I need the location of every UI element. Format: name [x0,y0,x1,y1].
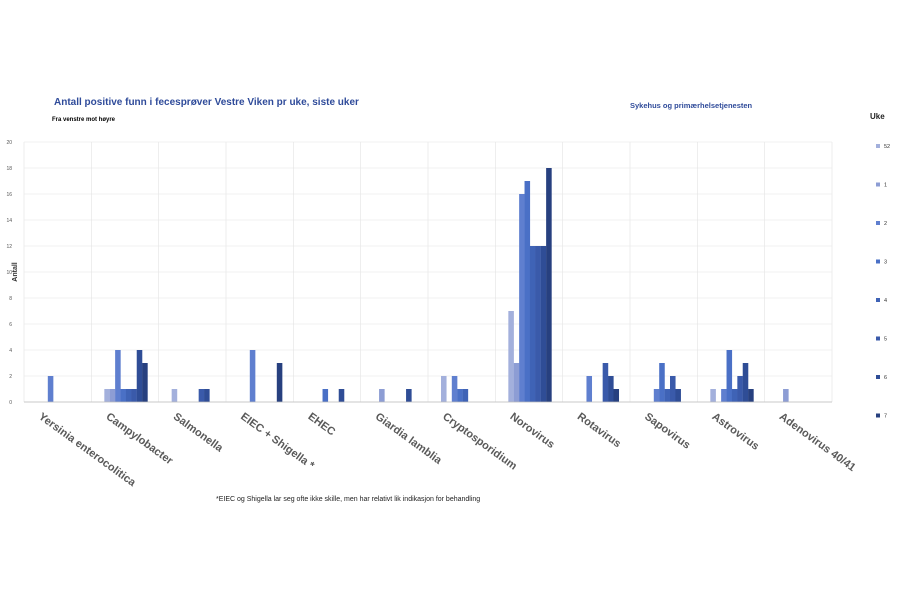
category-label: Campylobacter [104,411,176,468]
bar [519,194,525,402]
legend-swatch [876,144,880,148]
bar [653,389,660,402]
bar [664,389,671,402]
bar [120,389,127,402]
bar [731,389,738,402]
y-tick-label: 6 [9,322,12,328]
bar [721,389,727,402]
bar [546,168,552,402]
bar [675,389,681,402]
bar [204,389,210,402]
bar [379,389,385,402]
legend-label: 2 [884,221,887,227]
bar [608,376,614,402]
y-tick-label: 16 [6,192,12,198]
bar [115,350,121,402]
legend-swatch [876,336,880,341]
bar [142,363,148,402]
category-label: Rotavirus [575,411,623,451]
bar [742,363,749,402]
bar [529,246,536,402]
bar [602,363,609,402]
y-tick-label: 2 [9,374,12,380]
bar [125,389,132,402]
grid-lines [23,141,833,403]
category-label: Adenovirus 40/41 [777,411,858,474]
bar [670,376,676,402]
y-tick-label: 12 [6,244,12,250]
y-tick-label: 18 [6,166,12,172]
bar [104,389,110,402]
bar [171,389,178,402]
category-label: Sapovirus [642,411,692,452]
category-label: Giardia lamblia [373,411,445,468]
bar [198,389,205,402]
category-label: Salmonella [171,411,226,455]
bar [109,389,116,402]
bar [249,350,256,402]
bar [535,246,541,402]
bar [322,389,329,402]
bar [441,376,447,402]
bar [540,246,547,402]
bar [586,376,593,402]
legend-swatch [876,182,880,187]
legend-swatch [876,413,880,418]
bars [47,168,789,402]
legend-label: 6 [884,375,887,381]
bar [451,376,458,402]
y-tick-label: 14 [6,218,12,224]
bar [136,350,143,402]
y-tick-label: 4 [9,348,12,354]
legend-label: 5 [884,337,887,343]
chart-title: Antall positive funn i fecesprøver Vestr… [54,97,359,108]
bar [462,389,469,402]
bar [783,389,789,402]
bar [659,363,665,402]
legend-swatch [876,221,880,225]
legend-swatch [876,375,880,379]
bar [338,389,345,402]
bar [726,350,733,402]
category-label: EHEC [306,411,338,439]
y-tick-label: 10 [6,270,12,276]
legend-label: 4 [884,298,887,304]
bar [131,389,137,402]
y-tick-label: 8 [9,296,12,302]
bar [508,311,514,402]
legend-swatch [876,298,880,302]
legend-swatch [876,259,880,264]
bar [406,389,412,402]
bar [524,181,531,402]
bar [457,389,463,402]
bar [613,389,620,402]
bar [47,376,54,402]
category-label: Astrovirus [710,411,762,453]
legend: 52 1 2 3 4 5 6 7 [876,144,890,420]
y-tick-label: 20 [6,140,12,146]
category-label: Norovirus [508,411,557,451]
bar [748,389,754,402]
bar [513,363,520,402]
legend-label: 1 [884,183,887,189]
legend-title: Uke [870,112,885,121]
chart-footnote: *EIEC og Shigella lar seg ofte ikke skil… [216,496,481,503]
legend-label: 3 [884,260,887,266]
y-axis-label: Antall [12,262,19,282]
y-tick-label: 0 [9,400,12,406]
bar [276,363,283,402]
chart-subtitle: Fra venstre mot høyre [52,117,116,123]
chart-right-title: Sykehus og primærhelsetjenesten [630,101,753,110]
bar [737,376,743,402]
bar [710,389,716,402]
legend-label: 52 [884,144,890,150]
legend-label: 7 [884,414,887,420]
